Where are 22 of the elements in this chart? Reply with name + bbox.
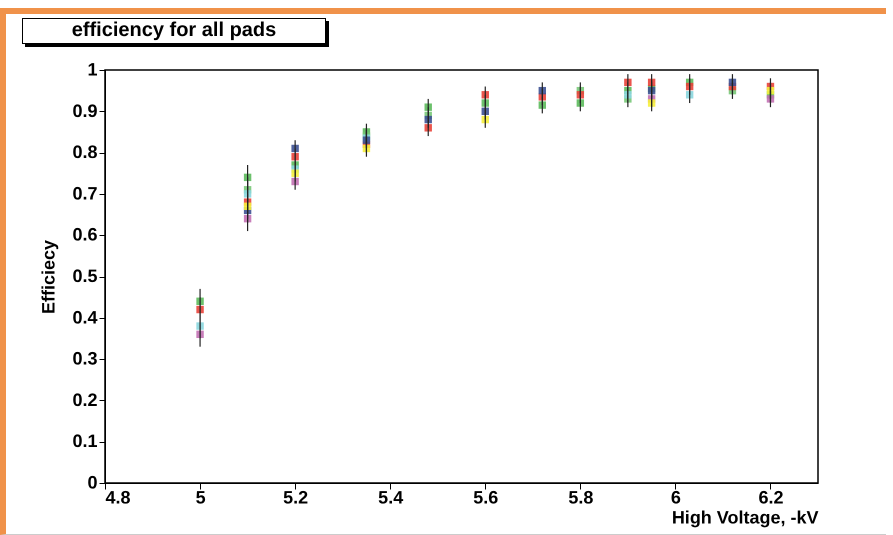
y-tick-label: 0.2 [72, 390, 98, 410]
x-tick-label: 5.8 [568, 488, 594, 508]
y-tick-label: 0.8 [72, 142, 98, 162]
y-tick-label: 0 [87, 472, 98, 492]
x-tick-label: 6 [670, 488, 681, 508]
y-tick-label: 0.6 [72, 224, 98, 245]
x-tick-label: 5 [196, 488, 206, 508]
y-tick-label: 0.9 [72, 100, 98, 121]
y-tick-label: 0.1 [72, 431, 98, 452]
y-tick-label: 0.3 [72, 348, 98, 369]
y-tick-label: 0.5 [72, 266, 98, 286]
x-tick-label: 5.2 [283, 488, 308, 508]
chart-title: efficiency for all pads [22, 18, 326, 44]
y-axis-title: Efficiecy [38, 240, 58, 314]
y-tick-label: 0.7 [72, 183, 98, 204]
x-tick-label: 6.2 [758, 488, 784, 508]
y-tick-label: 1 [87, 60, 98, 80]
x-axis-title: High Voltage, -kV [672, 508, 818, 528]
x-tick-label: 4.8 [106, 488, 131, 508]
x-tick-label: 5.4 [378, 488, 404, 508]
y-tick-label: 0.4 [72, 307, 98, 328]
x-tick-label: 5.6 [473, 488, 498, 508]
